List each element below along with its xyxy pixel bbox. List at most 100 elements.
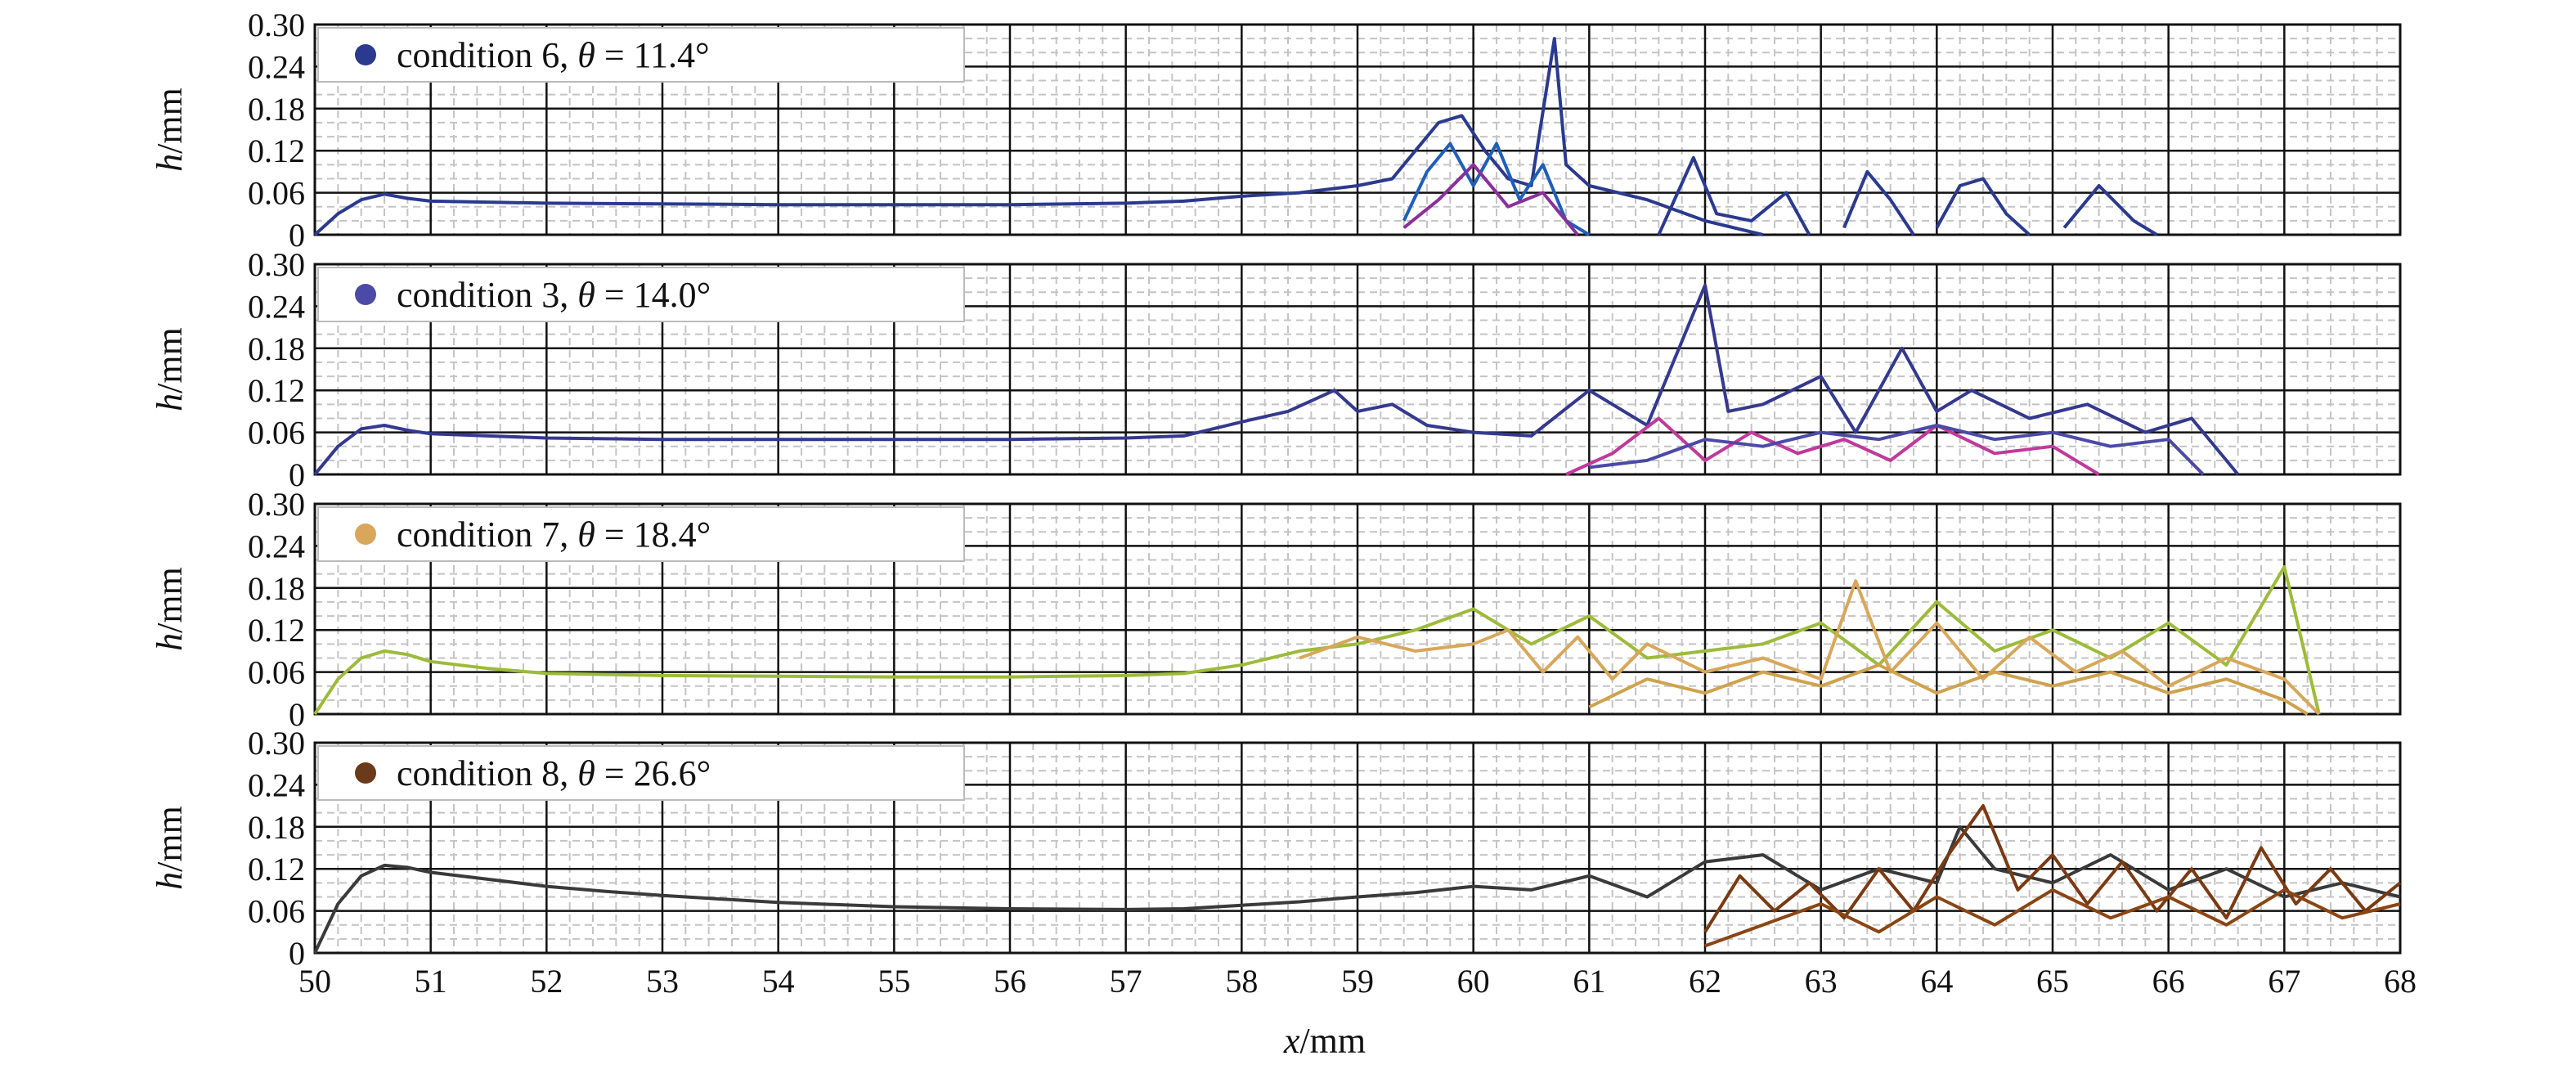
y-tick-label: 0.24: [248, 288, 305, 325]
y-tick-label: 0.06: [248, 654, 305, 691]
x-tick-label: 50: [298, 963, 331, 1000]
x-tick-label: 51: [415, 963, 447, 1000]
x-tick-label: 53: [646, 963, 679, 1000]
legend: condition 6, θ = 11.4°: [317, 27, 965, 83]
x-tick-label: 61: [1573, 963, 1605, 1000]
x-tick-label: 58: [1225, 963, 1258, 1000]
y-tick-label: 0.12: [248, 133, 305, 169]
y-tick-label: 0.12: [248, 612, 305, 649]
y-tick-label: 0: [289, 217, 305, 254]
legend-box: [317, 27, 965, 83]
series-line: [2062, 184, 2158, 236]
panel-4: 0 0.06 0.12 0.18 0.24 0.30 h/mm condition 8, θ …: [150, 725, 2402, 972]
panel-2: 0 0.06 0.12 0.18 0.24 0.30 h/mm condition 3, θ …: [150, 246, 2402, 493]
y-tick-label: 0.30: [248, 486, 305, 523]
y-axis-unit: /mm: [150, 567, 190, 633]
series-line: [1704, 888, 2401, 948]
y-tick-label: 0: [289, 935, 305, 972]
legend-theta: θ: [577, 35, 595, 75]
y-axis-label: h/mm: [150, 806, 190, 890]
x-tick-label: 52: [530, 963, 563, 1000]
series-group: [313, 804, 2402, 954]
x-tick-label: 65: [2036, 963, 2069, 1000]
plot-frame: [313, 502, 2402, 716]
legend-marker: [355, 44, 376, 65]
y-tick-label: 0.30: [248, 246, 305, 283]
y-tick-label: 0.30: [248, 725, 305, 762]
y-tick-label: 0: [289, 696, 305, 733]
legend-theta: θ: [577, 515, 595, 555]
series-line: [1842, 169, 1915, 236]
legend-theta-value: = 26.6°: [595, 753, 711, 793]
x-tick-label: 68: [2384, 963, 2417, 1000]
legend-label: condition 8, θ = 26.6°: [397, 753, 711, 793]
y-tick-label: 0: [289, 456, 305, 493]
legend-marker: [355, 762, 376, 784]
legend-condition: condition 3,: [397, 275, 577, 315]
y-axis-var: h: [150, 393, 190, 411]
y-tick-labels: 0 0.06 0.12 0.18 0.24 0.30: [248, 7, 305, 254]
legend-condition: condition 7,: [397, 515, 577, 555]
y-axis-var: h: [150, 872, 190, 890]
series-line: [1402, 142, 1591, 236]
series-line: [1589, 424, 2205, 476]
x-tick-label: 62: [1689, 963, 1721, 1000]
x-axis-var: x: [1283, 1021, 1300, 1061]
x-tick-label: 55: [877, 963, 910, 1000]
x-tick-labels: 50 51 52 53 54 55 56 57 58 59 60 61 62 63 64 65 66 67 68: [298, 963, 2417, 1000]
series-line: [313, 825, 2401, 954]
legend-condition: condition 6,: [397, 35, 577, 75]
legend-theta-value: = 18.4°: [595, 515, 711, 555]
legend-box: [317, 745, 965, 801]
series-line: [1657, 155, 1811, 236]
legend-theta-value: = 11.4°: [595, 35, 710, 75]
y-axis-label: h/mm: [150, 567, 190, 651]
panels: 0 0.06 0.12 0.18 0.24 0.30 h/mm condition 6, θ …: [150, 7, 2402, 972]
x-axis-label: x/mm: [1283, 1021, 1366, 1061]
y-axis-unit: /mm: [150, 806, 190, 872]
y-tick-label: 0.24: [248, 766, 305, 803]
panel-1: 0 0.06 0.12 0.18 0.24 0.30 h/mm condition 6, θ …: [150, 7, 2402, 254]
panel-3: 0 0.06 0.12 0.18 0.24 0.30 h/mm condition 7, θ …: [150, 486, 2402, 733]
y-axis-unit: /mm: [150, 88, 190, 154]
y-axis-var: h: [150, 154, 190, 172]
legend: condition 7, θ = 18.4°: [317, 506, 965, 562]
legend-label: condition 3, θ = 14.0°: [397, 275, 711, 315]
y-axis-label: h/mm: [150, 327, 190, 411]
legend-marker: [355, 524, 376, 545]
x-tick-label: 59: [1341, 963, 1374, 1000]
y-tick-label: 0.18: [248, 809, 305, 846]
x-tick-label: 67: [2268, 963, 2300, 1000]
y-tick-labels: 0 0.06 0.12 0.18 0.24 0.30: [248, 486, 305, 733]
legend: condition 3, θ = 14.0°: [317, 267, 965, 322]
y-tick-label: 0.06: [248, 893, 305, 930]
x-tick-label: 60: [1457, 963, 1490, 1000]
x-tick-label: 54: [762, 963, 795, 1000]
y-tick-label: 0.18: [248, 330, 305, 367]
legend-condition: condition 8,: [397, 753, 577, 793]
plot-frame: [313, 263, 2402, 476]
x-tick-label: 64: [1920, 963, 1953, 1000]
series-group: [313, 283, 2240, 476]
series-line: [313, 37, 1764, 236]
y-tick-label: 0.06: [248, 175, 305, 212]
y-axis-label: h/mm: [150, 88, 190, 172]
x-axis-unit: /mm: [1299, 1021, 1366, 1061]
series-line: [1565, 416, 2100, 476]
y-tick-label: 0.18: [248, 570, 305, 607]
y-axis-unit: /mm: [150, 327, 190, 393]
legend-theta-value: = 14.0°: [595, 275, 711, 315]
legend: condition 8, θ = 26.6°: [317, 745, 965, 801]
y-tick-label: 0.12: [248, 851, 305, 888]
series-line: [313, 283, 2240, 476]
plot-frame: [313, 741, 2402, 955]
series-line: [1703, 804, 2402, 933]
legend-label: condition 7, θ = 18.4°: [397, 515, 711, 555]
x-tick-label: 56: [994, 963, 1026, 1000]
y-tick-label: 0.30: [248, 7, 305, 43]
series-line: [1402, 163, 1579, 236]
series-group: [313, 565, 2321, 716]
y-tick-labels: 0 0.06 0.12 0.18 0.24 0.30: [248, 725, 305, 972]
series-line: [1935, 177, 2031, 236]
